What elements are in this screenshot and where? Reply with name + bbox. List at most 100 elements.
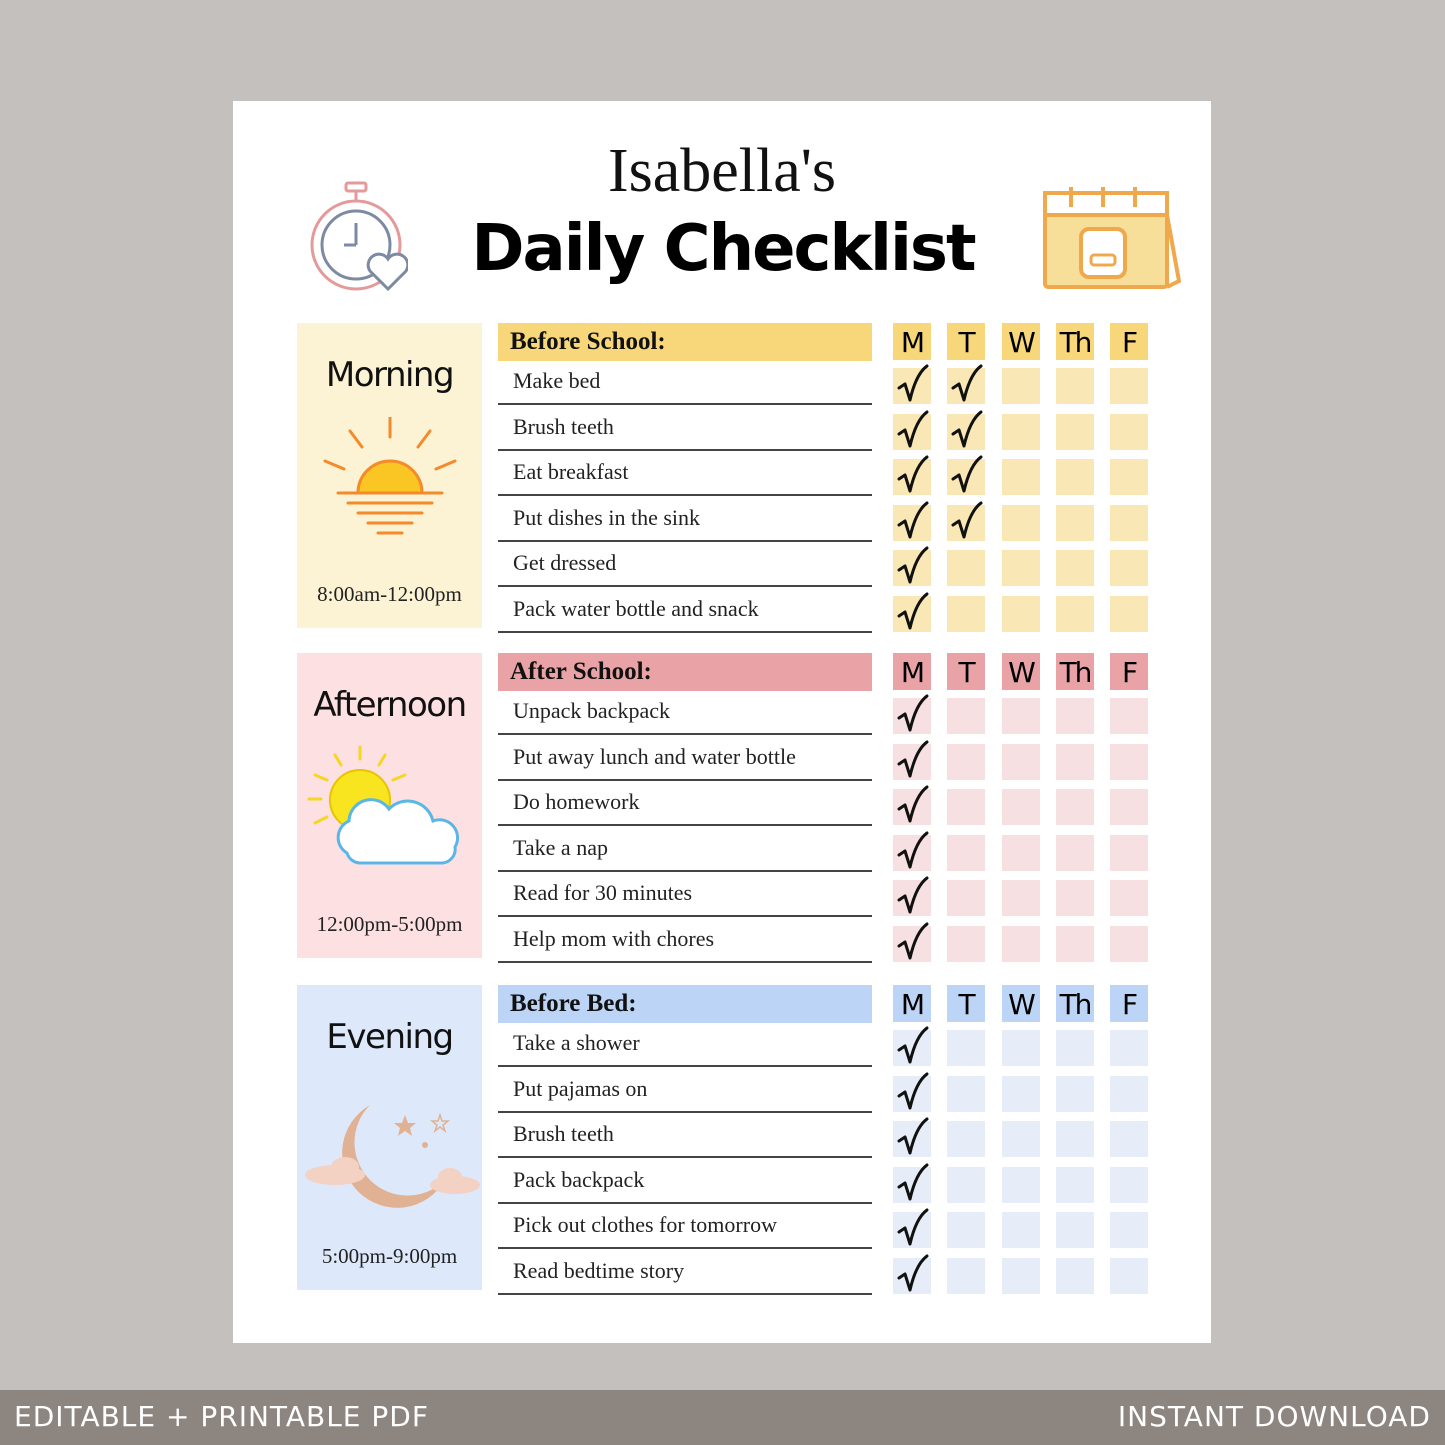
checkbox-checked[interactable] (893, 785, 931, 825)
task-row: Take a shower (498, 1022, 872, 1067)
checkbox-checked[interactable] (893, 1026, 931, 1066)
checkbox-empty[interactable] (1002, 595, 1040, 632)
checkbox-empty[interactable] (1110, 698, 1148, 734)
checkbox-empty[interactable] (947, 1212, 985, 1248)
task-row: Pack backpack (498, 1159, 872, 1204)
checkbox-checked[interactable] (893, 364, 931, 404)
task-row: Pack water bottle and snack (498, 588, 872, 633)
checkbox-empty[interactable] (947, 1121, 985, 1157)
checkbox-empty[interactable] (1056, 834, 1094, 871)
checkbox-empty[interactable] (1002, 743, 1040, 780)
checkbox-checked[interactable] (947, 364, 985, 404)
checkbox-empty[interactable] (947, 880, 985, 916)
checkbox-empty[interactable] (1002, 880, 1040, 916)
checkbox-checked[interactable] (893, 694, 931, 734)
checkbox-empty[interactable] (1110, 1075, 1148, 1112)
checkbox-checked[interactable] (947, 410, 985, 450)
checkbox-empty[interactable] (947, 698, 985, 734)
checkbox-empty[interactable] (1002, 1121, 1040, 1157)
checkbox-checked[interactable] (893, 592, 931, 632)
checkbox-empty[interactable] (1110, 880, 1148, 916)
checkbox-empty[interactable] (1002, 834, 1040, 871)
checkbox-empty[interactable] (1056, 368, 1094, 404)
checkbox-checked[interactable] (893, 410, 931, 450)
checkbox-checked[interactable] (893, 1072, 931, 1112)
day-header-m: M (893, 323, 931, 360)
checkbox-empty[interactable] (1110, 1030, 1148, 1066)
checkbox-checked[interactable] (893, 546, 931, 586)
checkbox-empty[interactable] (1110, 504, 1148, 541)
checkbox-empty[interactable] (1110, 925, 1148, 962)
checkbox-empty[interactable] (1056, 789, 1094, 825)
checkbox-empty[interactable] (947, 834, 985, 871)
checkbox-empty[interactable] (1056, 595, 1094, 632)
checkbox-checked[interactable] (893, 831, 931, 871)
checkbox-empty[interactable] (1002, 368, 1040, 404)
footer-left-text: EDITABLE + PRINTABLE PDF (14, 1400, 429, 1433)
checkbox-empty[interactable] (1056, 1257, 1094, 1294)
task-row: Do homework (498, 781, 872, 826)
checkbox-empty[interactable] (1002, 789, 1040, 825)
checkbox-empty[interactable] (1002, 1075, 1040, 1112)
checkbox-empty[interactable] (1110, 1212, 1148, 1248)
checkbox-checked[interactable] (947, 501, 985, 541)
checkbox-empty[interactable] (947, 1257, 985, 1294)
checkbox-empty[interactable] (947, 789, 985, 825)
checkbox-empty[interactable] (1110, 1121, 1148, 1157)
checkbox-checked[interactable] (893, 1208, 931, 1248)
checkbox-empty[interactable] (947, 743, 985, 780)
checkbox-empty[interactable] (1002, 698, 1040, 734)
checkbox-checked[interactable] (947, 455, 985, 495)
checkbox-empty[interactable] (1056, 743, 1094, 780)
checkbox-empty[interactable] (1110, 743, 1148, 780)
checkbox-empty[interactable] (1002, 413, 1040, 450)
checkbox-empty[interactable] (947, 595, 985, 632)
checkbox-empty[interactable] (1056, 413, 1094, 450)
checkbox-checked[interactable] (893, 1163, 931, 1203)
checkbox-empty[interactable] (1056, 459, 1094, 495)
checkbox-empty[interactable] (1110, 595, 1148, 632)
checkbox-empty[interactable] (947, 925, 985, 962)
checkbox-empty[interactable] (1002, 459, 1040, 495)
checkbox-checked[interactable] (893, 876, 931, 916)
checkbox-empty[interactable] (1002, 1212, 1040, 1248)
checkbox-empty[interactable] (1056, 504, 1094, 541)
checkbox-empty[interactable] (1056, 1166, 1094, 1203)
checkbox-empty[interactable] (1002, 925, 1040, 962)
day-header-w: W (1002, 985, 1040, 1022)
checkbox-empty[interactable] (1110, 834, 1148, 871)
checkbox-checked[interactable] (893, 1117, 931, 1157)
checkbox-empty[interactable] (947, 550, 985, 586)
checkbox-empty[interactable] (1110, 368, 1148, 404)
checkbox-empty[interactable] (1056, 1212, 1094, 1248)
checkbox-empty[interactable] (1002, 1257, 1040, 1294)
checkbox-checked[interactable] (893, 1254, 931, 1294)
checkbox-checked[interactable] (893, 501, 931, 541)
checkbox-empty[interactable] (1002, 504, 1040, 541)
checkbox-empty[interactable] (947, 1075, 985, 1112)
checkbox-empty[interactable] (1110, 789, 1148, 825)
checkbox-checked[interactable] (893, 922, 931, 962)
checkbox-checked[interactable] (893, 740, 931, 780)
checkbox-empty[interactable] (1110, 459, 1148, 495)
checkbox-empty[interactable] (1056, 880, 1094, 916)
checkbox-checked[interactable] (893, 455, 931, 495)
checkbox-empty[interactable] (947, 1030, 985, 1066)
checkbox-empty[interactable] (1110, 550, 1148, 586)
checkbox-empty[interactable] (1056, 698, 1094, 734)
task-row: Help mom with chores (498, 918, 872, 963)
checkbox-empty[interactable] (1110, 1166, 1148, 1203)
checkbox-empty[interactable] (947, 1166, 985, 1203)
checkbox-empty[interactable] (1110, 1257, 1148, 1294)
checkbox-empty[interactable] (1056, 1075, 1094, 1112)
checkbox-empty[interactable] (1002, 1166, 1040, 1203)
checkbox-empty[interactable] (1002, 550, 1040, 586)
checkbox-empty[interactable] (1056, 925, 1094, 962)
checkbox-empty[interactable] (1002, 1030, 1040, 1066)
checkbox-empty[interactable] (1056, 1121, 1094, 1157)
period-time-range: 12:00pm-5:00pm (316, 912, 463, 936)
checkbox-empty[interactable] (1056, 1030, 1094, 1066)
checkbox-empty[interactable] (1056, 550, 1094, 586)
checkbox-empty[interactable] (1110, 413, 1148, 450)
day-header-t: T (947, 985, 985, 1022)
